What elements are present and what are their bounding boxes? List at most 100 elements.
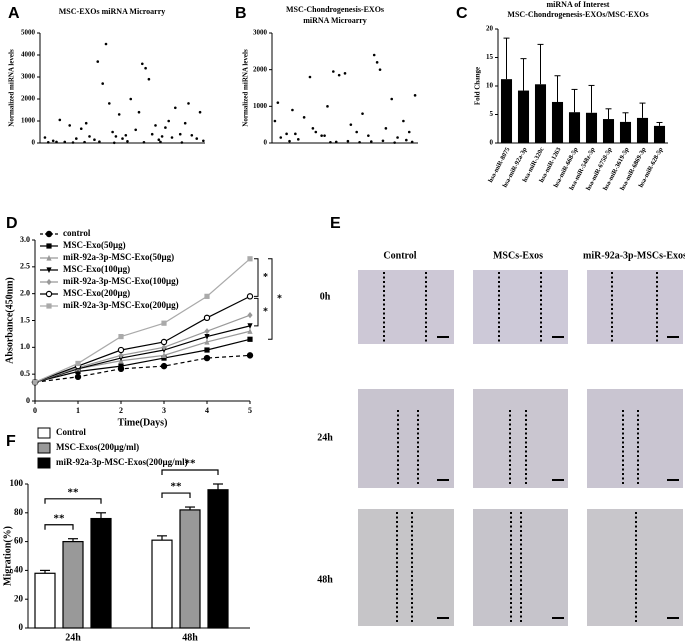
point <box>302 116 306 119</box>
point <box>296 138 300 141</box>
point <box>108 102 111 105</box>
y-tick-label: 1.0 <box>20 342 30 351</box>
marker <box>160 362 168 370</box>
point <box>96 60 100 63</box>
panel-letter: B <box>235 5 247 22</box>
y-tick-label: 60 <box>14 536 24 546</box>
y-tick-label: 0 <box>19 622 24 632</box>
marker <box>246 293 254 300</box>
y-tick-label: 40 <box>14 564 24 574</box>
y-tick-label: 5 <box>490 110 494 118</box>
point <box>393 141 396 144</box>
point <box>55 140 58 144</box>
point <box>170 136 174 139</box>
bar <box>653 125 666 143</box>
y-tick-label: 15 <box>486 53 494 61</box>
y-tick-label: 2.5 <box>20 262 30 271</box>
legend-swatch <box>37 457 51 469</box>
bar <box>62 540 84 629</box>
point <box>320 134 323 137</box>
panel-e-images <box>358 270 683 626</box>
point <box>83 140 86 144</box>
bar <box>602 119 615 143</box>
legend-label: miR-92a-3p-MSC-Exo(200μg) <box>63 300 179 310</box>
point <box>410 140 414 144</box>
legend-swatch <box>37 427 51 439</box>
point <box>43 136 47 139</box>
marker <box>74 373 82 381</box>
marker <box>117 346 125 354</box>
marker <box>161 320 167 326</box>
point <box>98 140 101 143</box>
x-tick-label: 48h <box>182 632 198 641</box>
point <box>372 53 376 57</box>
legend-label: MSC-Exo(100μg) <box>63 264 130 274</box>
bar <box>636 117 649 143</box>
point <box>111 130 114 134</box>
significance-label: ** <box>185 458 197 470</box>
point <box>117 113 121 116</box>
significance-label: * <box>263 306 268 317</box>
significance-label: ** <box>68 486 80 498</box>
point <box>346 139 350 143</box>
legend-label: MSC-Exo(50μg) <box>63 240 126 250</box>
marker <box>204 338 210 345</box>
point <box>198 110 202 114</box>
point <box>114 135 118 138</box>
y-tick-label: 0 <box>264 139 268 147</box>
point <box>141 62 144 66</box>
point <box>332 70 335 73</box>
y-tick-label: 3.0 <box>20 235 30 244</box>
point <box>137 110 141 114</box>
marker <box>118 334 124 340</box>
panel-letter: D <box>6 215 18 232</box>
significance-label: * <box>263 272 268 283</box>
y-tick-label: 10 <box>486 82 494 90</box>
marker <box>247 256 253 262</box>
point <box>159 140 162 144</box>
y-axis-label: Absorbance(450nm) <box>4 277 15 364</box>
bar <box>34 572 56 629</box>
point <box>311 127 315 130</box>
point <box>129 97 133 101</box>
point <box>126 139 129 143</box>
x-tick-label: 0 <box>33 406 37 415</box>
column-label: miR-92a-3p-MSCs-Exos <box>583 250 685 261</box>
marker <box>204 293 210 299</box>
point <box>68 124 71 127</box>
point <box>150 132 154 136</box>
point <box>195 137 199 140</box>
y-axis-label: Fold Change <box>474 67 482 105</box>
legend-swatch <box>37 442 51 454</box>
x-tick-label: 1 <box>76 406 80 415</box>
point <box>384 127 388 130</box>
point <box>369 140 373 143</box>
point <box>164 126 167 129</box>
x-tick-label: 24h <box>65 632 81 641</box>
point <box>58 118 62 122</box>
point <box>396 136 399 139</box>
significance-bracket <box>161 492 191 499</box>
point <box>124 134 128 137</box>
y-tick-label: 1.5 <box>20 315 30 324</box>
y-tick-label: 0.5 <box>20 369 30 378</box>
point <box>63 140 67 144</box>
x-tick-label: 5 <box>248 406 252 415</box>
bar <box>90 517 112 629</box>
point <box>375 61 379 64</box>
x-tick-label: 2 <box>119 406 123 415</box>
point <box>358 140 361 144</box>
marker <box>247 323 253 329</box>
micrograph <box>358 270 454 344</box>
marker <box>161 355 167 361</box>
point <box>160 135 164 138</box>
y-tick-label: 1000 <box>21 117 36 125</box>
point <box>285 132 288 136</box>
marker <box>46 254 52 261</box>
point <box>390 97 394 101</box>
marker <box>75 360 81 367</box>
y-tick-label: 20 <box>14 593 24 603</box>
significance-bracket <box>44 498 102 504</box>
chart-title: MSC-Chondrogenesis-EXOs <box>286 5 384 14</box>
micrograph <box>587 270 683 344</box>
